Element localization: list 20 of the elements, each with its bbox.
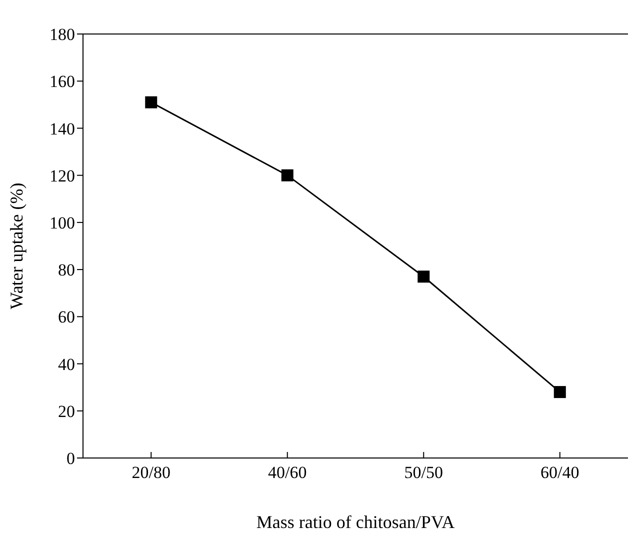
y-tick-label: 100 — [50, 213, 75, 232]
y-tick-label: 0 — [66, 449, 75, 468]
point — [418, 270, 430, 283]
x-tick-label: 60/40 — [540, 463, 580, 482]
y-tick-label: 180 — [50, 25, 75, 44]
point — [145, 96, 158, 108]
y-tick-label: 160 — [50, 72, 75, 92]
point — [554, 386, 566, 398]
x-tick-label: 20/80 — [132, 463, 170, 482]
y-tick-label: 20 — [58, 402, 75, 421]
y-tick-label: 60 — [58, 308, 75, 327]
y-tick-label: 120 — [50, 166, 75, 186]
y-tick-label: 80 — [58, 260, 75, 280]
y-axis-title: Water uptake (%) — [6, 182, 26, 310]
x-tick-label: 40/60 — [268, 463, 307, 482]
y-tick-label: 40 — [58, 354, 75, 374]
x-tick-label: 50/50 — [404, 463, 443, 482]
y-tick-label: 140 — [50, 119, 75, 138]
point — [281, 169, 294, 182]
x-axis-title: Mass ratio of chitosan/PVA — [256, 512, 455, 532]
